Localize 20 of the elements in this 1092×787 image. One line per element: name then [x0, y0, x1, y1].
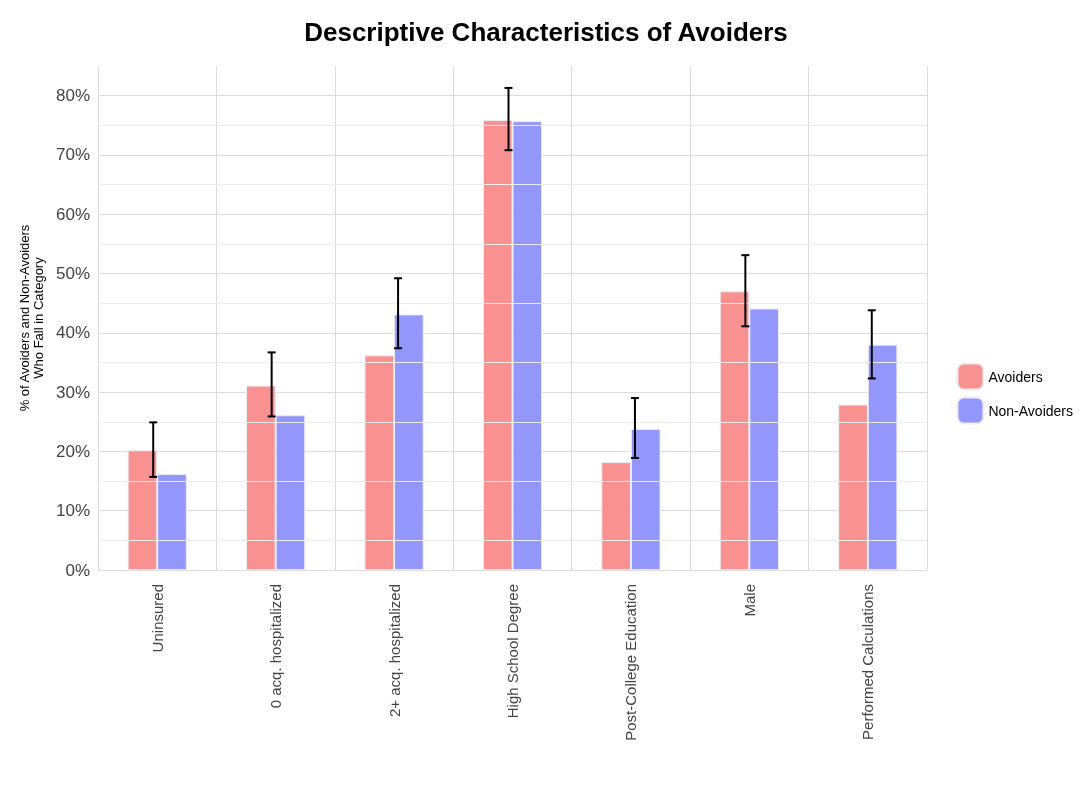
y-axis-title: % of Avoiders and Non-Avoiders Who Fall in Category: [16, 224, 46, 412]
chart-title: Descriptive Characteristics of Avoiders: [304, 17, 788, 47]
x-tick-label: Post-College Education: [622, 584, 640, 741]
y-tick-label: 10%: [55, 501, 90, 521]
legend-label: Non-Avoiders: [988, 402, 1073, 419]
y-tick-label: 60%: [55, 204, 90, 224]
y-tick-label: 20%: [55, 441, 90, 461]
x-tick-label: Male: [740, 584, 758, 617]
y-tick-label: 70%: [55, 145, 90, 165]
y-tick-label: 50%: [55, 264, 90, 284]
y-tick-label: 80%: [55, 86, 90, 106]
x-tick-label: 2+ acq. hospitalized: [385, 584, 403, 718]
x-tick-label: Uninsured: [148, 584, 166, 653]
x-tick-label: Performed Calculations: [859, 584, 877, 740]
y-tick-label: 40%: [55, 323, 90, 343]
y-tick-label: 30%: [55, 382, 90, 402]
y-tick-label: 0%: [65, 560, 90, 580]
x-tick-label: High School Degree: [504, 584, 521, 719]
legend-label: Avoiders: [988, 368, 1043, 385]
x-tick-label: 0 acq. hospitalized: [267, 584, 285, 709]
